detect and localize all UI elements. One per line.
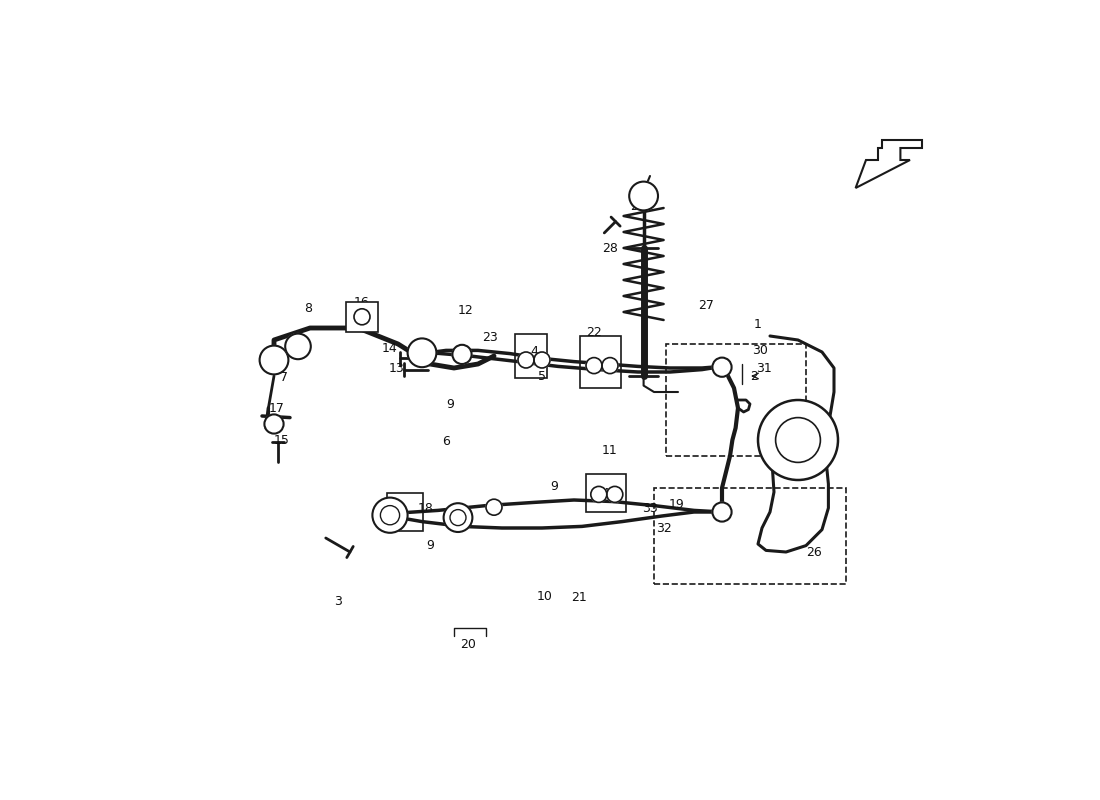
Text: 28: 28 [602,242,618,254]
Text: 31: 31 [757,362,772,374]
Bar [666,344,806,456]
Text: 20: 20 [461,638,476,650]
Text: 10: 10 [537,590,552,602]
Text: 21: 21 [571,591,586,604]
Text: 11: 11 [602,444,618,457]
Bar [586,474,626,512]
Circle shape [285,334,311,359]
Bar [515,334,547,378]
Circle shape [591,486,607,502]
Text: 15: 15 [274,434,290,446]
Text: 22: 22 [586,326,602,338]
Text: 13: 13 [388,362,405,374]
Circle shape [602,358,618,374]
Circle shape [443,503,472,532]
Text: 25: 25 [381,499,396,512]
Bar [346,302,378,332]
Circle shape [260,346,288,374]
Text: 26: 26 [806,546,822,558]
Text: 32: 32 [656,522,671,534]
Text: 5: 5 [538,370,546,382]
Text: 9: 9 [426,539,433,552]
Bar [387,493,422,531]
Circle shape [408,338,437,367]
Circle shape [713,502,732,522]
Circle shape [629,182,658,210]
Text: 24: 24 [594,487,609,500]
Text: 17: 17 [268,402,284,414]
Circle shape [373,498,408,533]
Text: 7: 7 [280,371,288,384]
Text: 29: 29 [630,200,646,213]
Circle shape [486,499,502,515]
Circle shape [264,414,284,434]
Text: 3: 3 [334,595,342,608]
Circle shape [354,309,370,325]
Circle shape [713,358,732,377]
Text: 30: 30 [751,344,768,357]
Circle shape [607,486,623,502]
Text: 33: 33 [642,502,658,514]
Text: 27: 27 [698,299,714,312]
Text: 14: 14 [382,342,398,354]
Bar [654,488,846,584]
Text: 6: 6 [442,435,450,448]
Text: 12: 12 [458,304,474,317]
Text: 9: 9 [550,480,558,493]
Text: 4: 4 [530,346,538,358]
Text: 1: 1 [755,318,762,330]
Polygon shape [856,140,922,188]
Text: 23: 23 [482,331,498,344]
Circle shape [452,345,472,364]
Circle shape [518,352,534,368]
Circle shape [586,358,602,374]
Bar [580,336,622,388]
Text: 18: 18 [418,502,433,514]
Text: 9: 9 [447,398,454,410]
Text: 2: 2 [750,370,758,382]
Circle shape [534,352,550,368]
Text: 8: 8 [305,302,312,314]
Text: 16: 16 [354,296,370,309]
Text: 19: 19 [669,498,684,510]
Circle shape [758,400,838,480]
